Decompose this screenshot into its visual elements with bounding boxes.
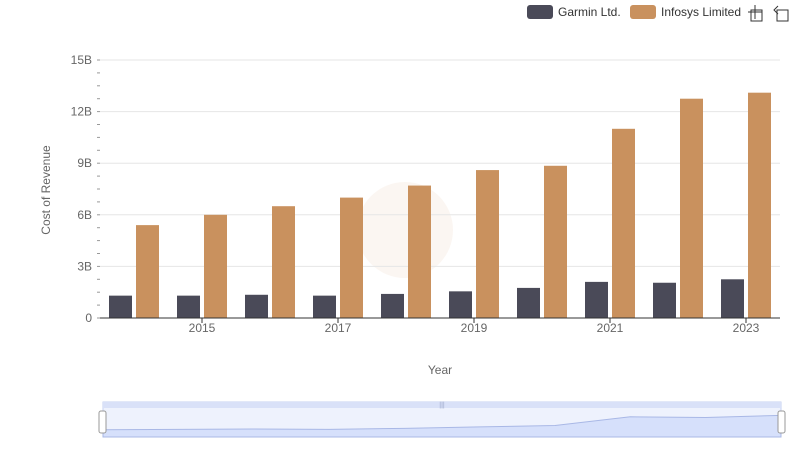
bar-garmin-2015[interactable] — [177, 295, 200, 318]
y-minor-ticks — [97, 59, 100, 319]
zoom-icon[interactable] — [748, 5, 763, 22]
x-axis-title: Year — [428, 363, 452, 377]
bar-garmin-2014[interactable] — [109, 295, 132, 318]
bar-garmin-2018[interactable] — [381, 293, 404, 318]
bar-garmin-2019[interactable] — [449, 291, 472, 318]
x-tick-label: 2023 — [733, 321, 760, 335]
bar-infosys-2017[interactable] — [340, 197, 363, 318]
legend-swatch — [527, 5, 553, 19]
y-tick-label: 15B — [71, 53, 92, 67]
x-tick-label: 2015 — [189, 321, 216, 335]
navigator-right-handle[interactable] — [777, 410, 786, 434]
y-tick-label: 3B — [77, 259, 92, 273]
bar-infosys-2014[interactable] — [136, 225, 159, 318]
bar-garmin-2023[interactable] — [721, 279, 744, 318]
x-tick-label: 2017 — [325, 321, 352, 335]
y-tick-label: 6B — [77, 208, 92, 222]
x-axis: 2015 2017 2019 2021 2023 — [189, 318, 760, 335]
legend: Garmin Ltd. Infosys Limited — [527, 5, 741, 19]
bar-infosys-2023[interactable] — [748, 92, 771, 319]
legend-label: Garmin Ltd. — [558, 5, 621, 19]
y-tick-label: 0 — [85, 311, 92, 325]
navigator-top-bar[interactable] — [103, 402, 781, 408]
navigator-grip-icon[interactable]: ||| — [439, 402, 445, 409]
bar-infosys-2015[interactable] — [204, 214, 227, 318]
y-axis: 0 3B 6B 9B 12B 15B — [71, 53, 93, 325]
legend-item-garmin[interactable]: Garmin Ltd. — [527, 5, 621, 19]
bar-infosys-2016[interactable] — [272, 206, 295, 318]
y-tick-label: 12B — [71, 105, 92, 119]
bar-infosys-2018[interactable] — [408, 185, 431, 318]
bars-group — [109, 92, 771, 319]
y-axis-title: Cost of Revenue — [39, 145, 53, 235]
watermark-logo — [357, 182, 453, 278]
reset-zoom-icon[interactable] — [773, 5, 789, 22]
navigator-left-handle[interactable] — [98, 410, 107, 434]
bar-garmin-2020[interactable] — [517, 287, 540, 318]
bar-garmin-2022[interactable] — [653, 282, 676, 318]
bar-garmin-2021[interactable] — [585, 281, 608, 318]
bar-infosys-2022[interactable] — [680, 98, 703, 318]
x-tick-label: 2021 — [597, 321, 624, 335]
range-navigator[interactable]: ||| — [98, 401, 786, 438]
bar-garmin-2017[interactable] — [313, 295, 336, 318]
bar-infosys-2021[interactable] — [612, 128, 635, 318]
bar-infosys-2019[interactable] — [476, 170, 499, 318]
bar-infosys-2020[interactable] — [544, 165, 567, 318]
y-tick-label: 9B — [77, 156, 92, 170]
x-tick-label: 2019 — [461, 321, 488, 335]
bar-garmin-2016[interactable] — [245, 294, 268, 318]
legend-swatch — [630, 5, 656, 19]
legend-item-infosys[interactable]: Infosys Limited — [630, 5, 741, 19]
legend-label: Infosys Limited — [661, 5, 741, 19]
